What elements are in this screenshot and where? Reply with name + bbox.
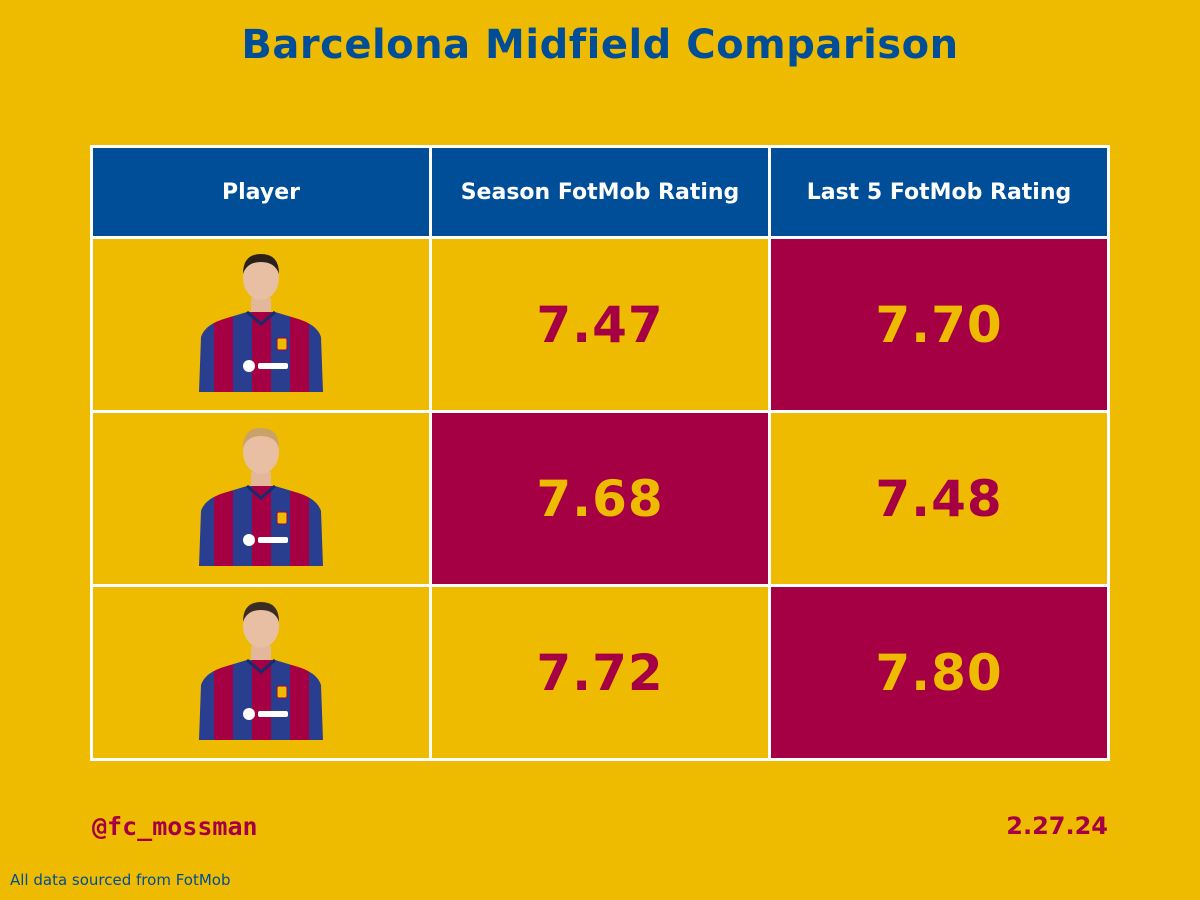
last5-rating-value: 7.48	[875, 469, 1003, 528]
last5-rating-cell: 7.48	[768, 410, 1110, 587]
page-title: Barcelona Midfield Comparison	[241, 22, 959, 68]
season-rating-cell: 7.72	[429, 584, 771, 761]
season-rating-cell: 7.68	[429, 410, 771, 587]
player-photo-icon	[199, 428, 323, 566]
player-photo-icon	[199, 602, 323, 740]
table-header-row: Player Season FotMob Rating Last 5 FotMo…	[90, 145, 1110, 239]
last5-rating-value: 7.70	[875, 295, 1003, 354]
player-cell	[90, 584, 432, 761]
player-cell	[90, 410, 432, 587]
player-cell	[90, 236, 432, 413]
player-photo-icon	[199, 254, 323, 392]
source-note: All data sourced from FotMob	[10, 871, 231, 889]
author-handle: @fc_mossman	[92, 812, 258, 841]
table-row: 7.47 7.70	[90, 236, 1110, 413]
ratings-table: Player Season FotMob Rating Last 5 FotMo…	[90, 145, 1110, 761]
season-rating-value: 7.72	[536, 643, 664, 702]
season-rating-value: 7.47	[536, 295, 664, 354]
column-header-player: Player	[90, 145, 432, 239]
table-row: 7.68 7.48	[90, 410, 1110, 587]
season-rating-value: 7.68	[536, 469, 664, 528]
last5-rating-value: 7.80	[875, 643, 1003, 702]
season-rating-cell: 7.47	[429, 236, 771, 413]
table-row: 7.72 7.80	[90, 584, 1110, 761]
last5-rating-cell: 7.70	[768, 236, 1110, 413]
column-header-season-rating: Season FotMob Rating	[429, 145, 771, 239]
date-label: 2.27.24	[1006, 812, 1108, 840]
column-header-last5-rating: Last 5 FotMob Rating	[768, 145, 1110, 239]
last5-rating-cell: 7.80	[768, 584, 1110, 761]
